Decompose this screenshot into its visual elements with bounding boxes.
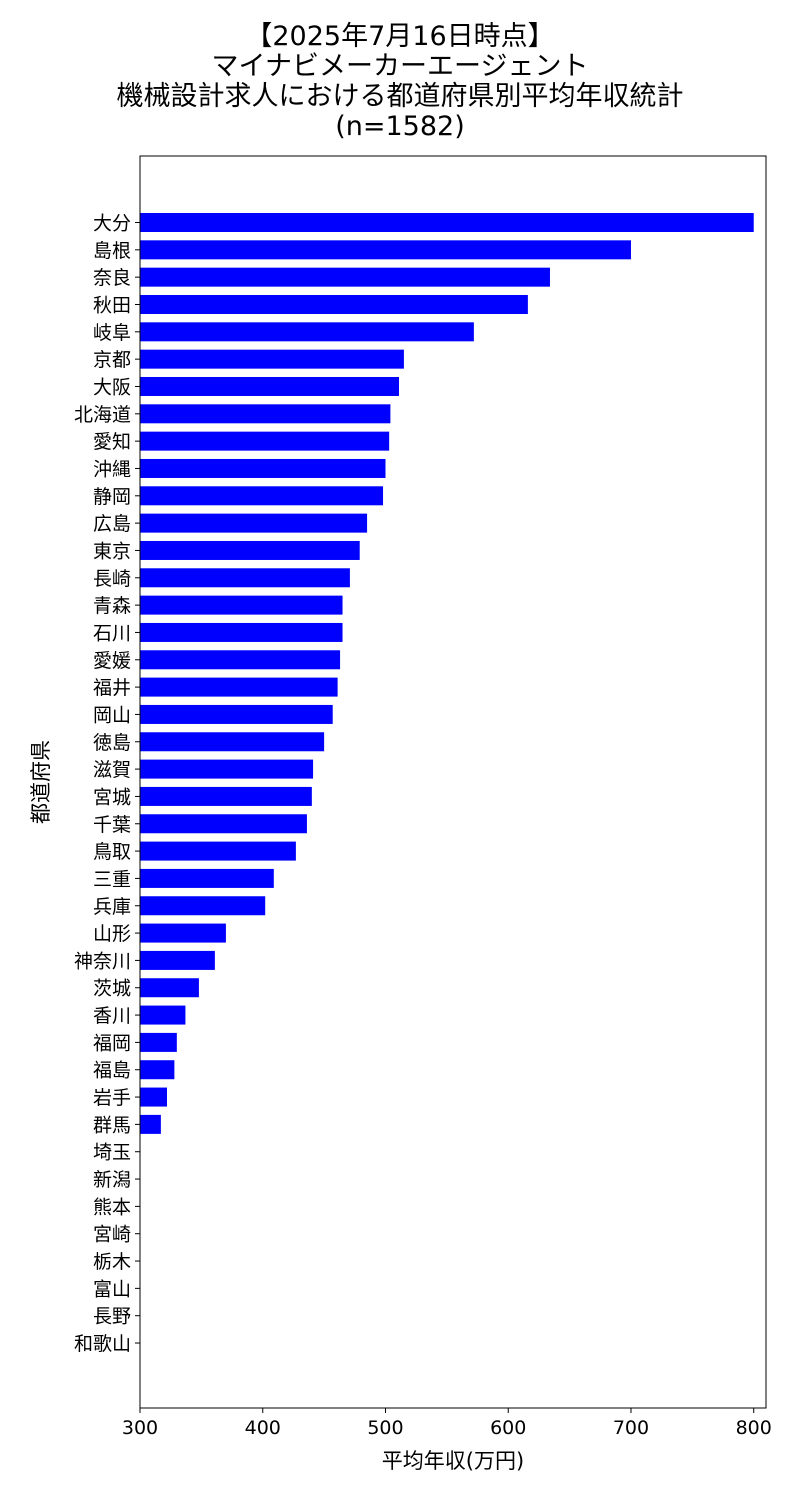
bar-北海道: [140, 404, 391, 424]
bar-福岡: [140, 1032, 177, 1052]
category-label: 北海道: [74, 404, 131, 426]
category-label: 大分: [93, 213, 131, 235]
bar-茨城: [140, 978, 199, 998]
bar-青森: [140, 595, 343, 615]
x-tick-label: 500: [367, 1417, 403, 1439]
category-label: 香川: [93, 1005, 131, 1027]
x-tick-label: 600: [490, 1417, 526, 1439]
bar-福井: [140, 677, 338, 697]
bar-大阪: [140, 376, 399, 396]
bar-徳島: [140, 732, 325, 752]
bar-秋田: [140, 294, 528, 314]
category-label: 愛媛: [93, 650, 131, 672]
bar-広島: [140, 513, 368, 533]
title-line-2: マイナビメーカーエージェント: [211, 51, 589, 82]
bar-石川: [140, 622, 343, 642]
bar-長崎: [140, 568, 350, 588]
bar-鳥取: [140, 841, 296, 861]
bar-奈良: [140, 267, 550, 287]
bar-岡山: [140, 704, 333, 724]
category-label: 徳島: [93, 732, 131, 754]
bar-愛媛: [140, 650, 341, 670]
category-label: 福島: [93, 1060, 131, 1082]
category-label: 長崎: [93, 568, 131, 590]
category-label: 和歌山: [74, 1333, 131, 1355]
category-label: 栃木: [93, 1251, 131, 1273]
category-label: 石川: [93, 622, 131, 644]
category-label: 大阪: [93, 376, 131, 398]
bar-大分: [140, 213, 754, 232]
bar-沖縄: [140, 458, 386, 478]
bar-静岡: [140, 486, 384, 506]
x-tick-label: 800: [736, 1417, 772, 1439]
category-label: 鳥取: [93, 841, 131, 863]
category-label: 三重: [93, 868, 131, 890]
category-label: 岩手: [93, 1087, 131, 1109]
bar-東京: [140, 540, 360, 560]
category-label: 広島: [93, 513, 131, 535]
chart-title: 【2025年7月16日時点】 マイナビメーカーエージェント 機械設計求人における…: [0, 22, 800, 142]
category-label: 岡山: [93, 704, 131, 726]
x-tick-label: 700: [613, 1417, 649, 1439]
category-label: 福岡: [93, 1032, 131, 1054]
category-label: 滋賀: [93, 759, 131, 781]
x-axis-ticks: 300 400 500 600 700 800: [122, 1408, 772, 1439]
category-label: 山形: [93, 923, 131, 945]
bar-兵庫: [140, 896, 266, 916]
category-label: 京都: [93, 349, 131, 371]
category-label: 愛知: [93, 431, 131, 453]
category-label: 群馬: [93, 1114, 131, 1136]
category-label: 岐阜: [93, 322, 131, 344]
category-label: 長野: [93, 1306, 131, 1328]
title-line-4: (n=1582): [335, 111, 465, 142]
category-label: 秋田: [93, 294, 131, 316]
category-label: 兵庫: [93, 896, 131, 918]
bar-宮城: [140, 786, 312, 806]
category-label: 新潟: [93, 1169, 131, 1191]
category-label: 宮城: [93, 786, 131, 808]
bar-京都: [140, 349, 404, 369]
category-label: 島根: [93, 240, 131, 262]
category-label: 奈良: [93, 267, 131, 289]
category-label: 千葉: [93, 814, 131, 836]
y-axis-label: 都道府県: [29, 740, 53, 824]
category-label: 富山: [93, 1278, 131, 1300]
bar-福島: [140, 1060, 175, 1080]
category-label: 茨城: [93, 978, 131, 1000]
x-tick-label: 400: [245, 1417, 281, 1439]
bar-岐阜: [140, 322, 474, 342]
category-labels: 大分島根奈良秋田岐阜京都大阪北海道愛知沖縄静岡広島東京長崎青森石川愛媛福井岡山徳…: [74, 213, 140, 1355]
bar-千葉: [140, 814, 307, 834]
category-label: 宮崎: [93, 1224, 131, 1246]
x-axis-label: 平均年収(万円): [382, 1449, 524, 1473]
category-label: 福井: [93, 677, 131, 699]
bar-島根: [140, 240, 631, 260]
category-label: 東京: [93, 540, 131, 562]
bar-群馬: [140, 1114, 161, 1134]
category-label: 静岡: [93, 486, 131, 508]
plot-frame: [139, 155, 767, 1409]
bar-岩手: [140, 1087, 168, 1107]
category-label: 神奈川: [74, 950, 131, 972]
category-label: 青森: [93, 595, 131, 617]
bar-山形: [140, 923, 226, 943]
bar-神奈川: [140, 950, 215, 970]
bar-愛知: [140, 431, 390, 451]
bar-滋賀: [140, 759, 314, 779]
title-line-3: 機械設計求人における都道府県別平均年収統計: [116, 81, 684, 112]
bars-group: [140, 213, 754, 1134]
category-label: 熊本: [93, 1196, 131, 1218]
title-line-1: 【2025年7月16日時点】: [245, 21, 555, 52]
bar-三重: [140, 868, 274, 888]
bar-香川: [140, 1005, 186, 1025]
category-label: 沖縄: [93, 458, 131, 480]
category-label: 埼玉: [93, 1142, 131, 1164]
x-tick-label: 300: [122, 1417, 158, 1439]
